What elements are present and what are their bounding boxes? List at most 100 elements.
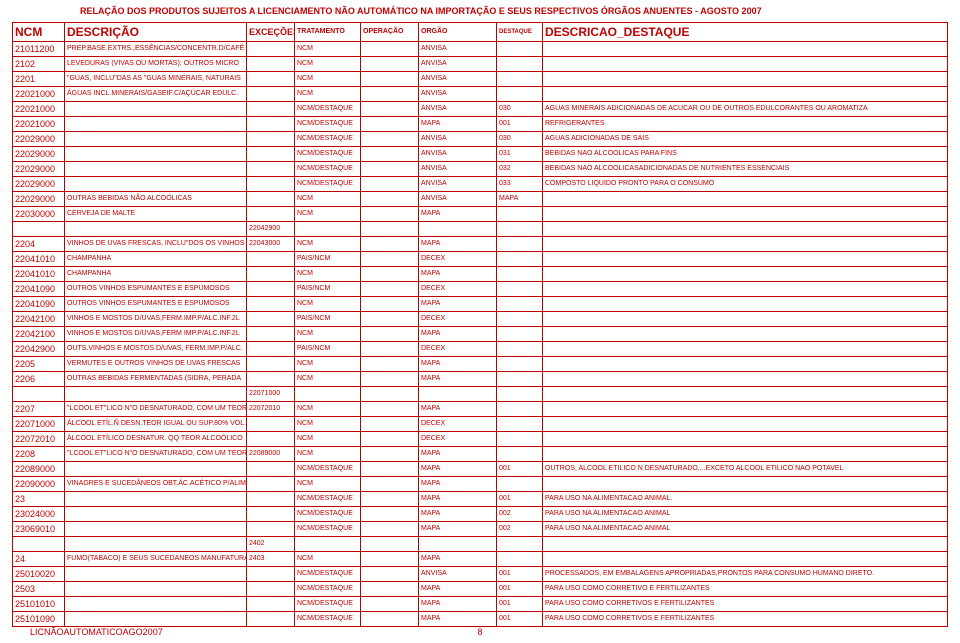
table-row: 2102LEVEDURAS (VIVAS OU MORTAS); OUTROS … [13,57,948,72]
cell-ncm: 22041010 [13,252,65,267]
cell-exc [247,252,295,267]
cell-trat: NCM [295,42,361,57]
table-row: 21011200PREP.BASE EXTRS.,ESSÊNCIAS/CONCE… [13,42,948,57]
table-row: 22029000NCM/DESTAQUEANVISA032BEBIDAS NAO… [13,162,948,177]
cell-dest [497,447,543,462]
cell-dest: 001 [497,117,543,132]
cell-trat: NCM [295,327,361,342]
table-row: 22041090OUTROS VINHOS ESPUMANTES E ESPUM… [13,282,948,297]
cell-orgao: MAPA [419,477,497,492]
cell-desc [65,597,247,612]
cell-dest: 001 [497,567,543,582]
cell-oper [361,462,419,477]
cell-oper [361,507,419,522]
cell-dest [497,87,543,102]
table-row: 22072010ÁLCOOL ETÍLICO DESNATUR. QQ TEOR… [13,432,948,447]
table-row: 22041090OUTROS VINHOS ESPUMANTES E ESPUM… [13,297,948,312]
col-ncm: NCM [13,23,65,42]
cell-trat: NCM [295,417,361,432]
cell-desc: PREP.BASE EXTRS.,ESSÊNCIAS/CONCENTR.D/CA… [65,42,247,57]
table-row: 2201"GUAS, INCLU"DAS AS "GUAS MINERAIS, … [13,72,948,87]
cell-oper [361,312,419,327]
cell-exc [247,57,295,72]
cell-trat: NCM [295,447,361,462]
cell-orgao: MAPA [419,552,497,567]
cell-dest [497,417,543,432]
cell-ncm: 23024000 [13,507,65,522]
cell-exc [247,417,295,432]
cell-ncm: 22072010 [13,432,65,447]
cell-desc: ÁLCOOL ETÍL.Ñ DESN.TEOR IGUAL OU SUP.80%… [65,417,247,432]
col-desc: DESCRIÇÃO [65,23,247,42]
cell-oper [361,612,419,627]
cell-oper [361,162,419,177]
cell-trat: NCM [295,297,361,312]
cell-trat: NCM [295,237,361,252]
table-row: 2206OUTRAS BEBIDAS FERMENTADAS (SIDRA, P… [13,372,948,387]
products-table: NCM DESCRIÇÃO EXCEÇÕES TRATAMENTO OPERAÇ… [12,22,948,627]
table-row: 2402 [13,537,948,552]
cell-ncm: 22021000 [13,102,65,117]
cell-exc [247,192,295,207]
cell-oper [361,132,419,147]
cell-ncm: 22042100 [13,312,65,327]
cell-dest: MAPA [497,192,543,207]
cell-desc [65,612,247,627]
cell-dd [543,342,948,357]
cell-orgao: MAPA [419,327,497,342]
cell-exc [247,207,295,222]
table-row: 22042900OUTS.VINHOS E MOSTOS D/UVAS, FER… [13,342,948,357]
table-row: 22042100VINHOS E MOSTOS D/UVAS,FERM IMP.… [13,327,948,342]
cell-desc [65,387,247,402]
cell-dest: 030 [497,102,543,117]
cell-exc: 22043000 [247,237,295,252]
cell-orgao: MAPA [419,117,497,132]
cell-oper [361,207,419,222]
cell-ncm: 2206 [13,372,65,387]
cell-trat: NCM [295,372,361,387]
cell-oper [361,342,419,357]
cell-oper [361,87,419,102]
cell-orgao: MAPA [419,492,497,507]
cell-trat: NCM/DESTAQUE [295,582,361,597]
cell-trat: NCM [295,267,361,282]
cell-ncm: 22090000 [13,477,65,492]
cell-oper [361,372,419,387]
cell-exc: 22042900 [247,222,295,237]
cell-orgao: DECEX [419,252,497,267]
cell-orgao: MAPA [419,582,497,597]
cell-ncm: 25010020 [13,567,65,582]
cell-ncm: 22030000 [13,207,65,222]
cell-ncm: 2204 [13,237,65,252]
cell-trat: NCM/DESTAQUE [295,102,361,117]
cell-desc: VINHOS E MOSTOS D/UVAS,FERM.IMP.P/ALC.IN… [65,312,247,327]
table-row: 22029000NCM/DESTAQUEANVISA031BEBIDAS NAO… [13,147,948,162]
cell-oper [361,102,419,117]
cell-oper [361,552,419,567]
cell-trat: NCM [295,402,361,417]
cell-ncm: 22021000 [13,117,65,132]
cell-dest [497,387,543,402]
cell-trat: PAIS/NCM [295,252,361,267]
cell-dest [497,402,543,417]
cell-exc [247,567,295,582]
cell-exc: 22071000 [247,387,295,402]
cell-dest: 002 [497,507,543,522]
cell-exc [247,477,295,492]
cell-dest: 031 [497,147,543,162]
table-row: 22021000NCM/DESTAQUEANVISA030AGUAS MINER… [13,102,948,117]
cell-trat: PAIS/NCM [295,312,361,327]
col-oper: OPERAÇÃO [361,23,419,42]
cell-dest [497,72,543,87]
cell-exc [247,117,295,132]
cell-desc: LEVEDURAS (VIVAS OU MORTAS); OUTROS MICR… [65,57,247,72]
col-dest: DESTAQUE [497,23,543,42]
cell-ncm: 2205 [13,357,65,372]
cell-dd: OUTROS, ALCOOL ETILICO N DESNATURADO,...… [543,462,948,477]
cell-dest [497,477,543,492]
cell-ncm: 2201 [13,72,65,87]
cell-trat: NCM [295,72,361,87]
cell-trat: NCM/DESTAQUE [295,567,361,582]
cell-exc [247,327,295,342]
cell-trat: NCM [295,552,361,567]
